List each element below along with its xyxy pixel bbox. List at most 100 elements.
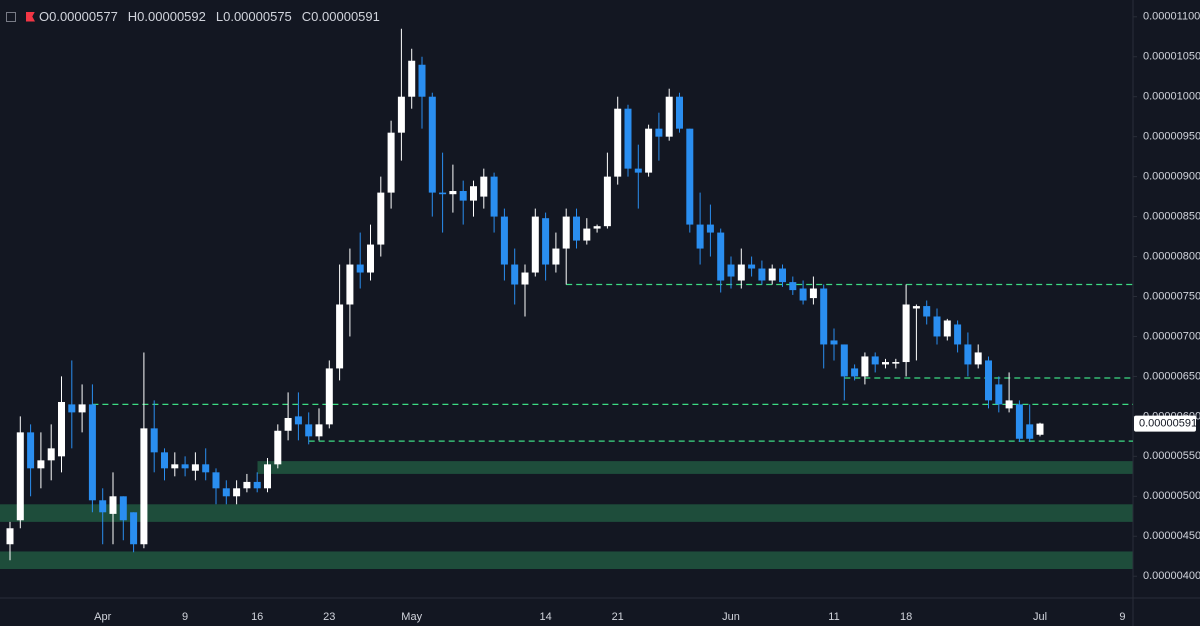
candle-body [119,496,127,521]
candle-body [521,272,529,285]
candle-body [964,344,972,365]
y-tick-label: 0.00000500 [1143,490,1200,502]
legend-high: H0.00000592 [127,9,206,24]
y-tick-label: 0.00000650 [1143,370,1200,382]
support-zone [0,551,1133,570]
candle-body [820,288,828,345]
candle-body [418,64,426,97]
candle-body [356,264,364,273]
candle-body [294,416,302,425]
candle-body [58,401,65,457]
x-tick-label: 18 [900,611,912,623]
x-tick-label: May [401,611,422,623]
candle-body [243,481,251,489]
last-price-tag [1134,415,1196,432]
candle-body [181,464,189,469]
support-zone [0,504,1133,522]
candle-body [1005,400,1013,409]
candle-body [428,96,436,193]
y-tick-label: 0.00000800 [1143,250,1200,262]
candle-body [325,368,333,425]
candle-body [573,216,580,241]
candle-body [150,428,158,453]
candle-body [47,448,55,461]
candle-body [882,362,889,365]
candle-body [336,304,344,369]
candle-body [140,428,148,545]
x-tick-label: 9 [1119,611,1125,623]
y-tick-label: 0.00000950 [1143,131,1200,143]
candle-body [676,96,683,129]
candle-body [253,481,261,489]
candle-body [449,191,457,195]
candle-body [624,108,632,169]
candle-body [315,424,323,437]
x-tick-label: 14 [539,611,551,623]
candle-body [871,356,879,365]
candle-body [500,216,508,265]
candle-body [27,432,35,469]
expand-icon[interactable] [6,11,16,22]
x-tick-label: 21 [612,611,624,623]
candle-body [161,452,168,469]
candle-body [459,191,467,201]
y-tick-label: 0.00000750 [1143,290,1200,302]
y-tick-label: 0.00000450 [1143,530,1200,542]
candle-body [480,176,488,197]
last-price-label: 0.00000591 [1139,417,1197,429]
candle-body [974,352,982,365]
candle-body [717,232,725,281]
candle-body [264,464,271,489]
candle-body [37,460,45,469]
candle-body [346,264,354,305]
candle-body [665,96,673,137]
candle-body [861,356,869,377]
candle-body [830,340,838,345]
ohlc-legend: O0.00000577 H0.00000592 L0.00000575 C0.0… [6,9,380,24]
candle-body [789,282,797,291]
candle-body [88,404,96,501]
candle-body [511,264,519,285]
y-tick-label: 0.00000400 [1143,570,1200,582]
candle-body [686,128,694,225]
y-tick-label: 0.00001050 [1143,51,1200,63]
candle-body [490,176,498,217]
candle-body [809,288,817,299]
candle-body [603,176,611,227]
y-tick-label: 0.00000700 [1143,330,1200,342]
candle-body [439,192,447,195]
candle-body [634,168,642,173]
candle-body [367,244,374,273]
candle-body [16,432,24,521]
candle-body [109,496,117,514]
x-tick-label: Jul [1033,611,1047,623]
candle-body [737,264,745,281]
x-tick-label: Jun [722,611,740,623]
x-tick-label: 9 [182,611,188,623]
flag-icon[interactable] [26,11,35,22]
candle-body [377,192,385,245]
x-tick-label: 16 [251,611,263,623]
legend-close: C0.00000591 [301,9,380,24]
candle-body [923,306,931,317]
x-tick-label: 23 [323,611,335,623]
candle-body [562,216,570,249]
candle-body [583,228,591,241]
y-tick-label: 0.00000900 [1143,171,1200,183]
candle-body [614,108,622,177]
candle-body [758,268,766,281]
legend-low: L0.00000575 [215,9,292,24]
candle-body [902,304,910,363]
candle-body [1026,424,1034,439]
candle-body [954,324,962,345]
y-tick-label: 0.00001000 [1143,91,1200,103]
candle-body [748,264,756,269]
x-tick-label: 11 [828,611,839,623]
candle-body [1036,423,1044,435]
candle-body [706,224,714,233]
candle-body [6,528,14,545]
candle-body [212,472,220,489]
y-tick-label: 0.00000550 [1143,450,1200,462]
candle-body [696,224,704,249]
